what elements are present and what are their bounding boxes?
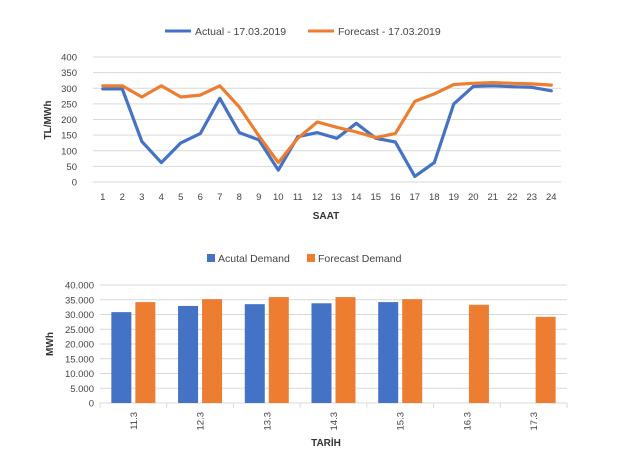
bar-forecast-17.3	[535, 316, 556, 403]
x-tick-label-16: 16	[390, 192, 401, 203]
y-tick-label-10.000: 10.000	[65, 369, 94, 380]
bar-forecast-13.3	[268, 297, 289, 403]
legend-label-actual-demand: Acutal Demand	[218, 253, 290, 265]
y-tick-label-15.000: 15.000	[65, 354, 94, 365]
x-tick-label-12.3: 12.3	[196, 412, 207, 431]
bar-chart-x-axis-title: TARİH	[311, 436, 341, 449]
y-tick-label-200: 200	[61, 115, 77, 126]
legend-swatch-forecast-demand	[307, 254, 315, 262]
y-tick-label-350: 350	[61, 68, 77, 79]
bar-actual-15.3	[378, 302, 399, 403]
x-tick-label-15.3: 15.3	[396, 412, 407, 431]
bar-chart-y-tick-labels: 0 5.000 10.000 15.000 20.000 25.000 30.000 35.0…	[65, 281, 94, 410]
bar-chart-gridlines	[99, 284, 568, 408]
bar-actual-11.3	[111, 312, 132, 403]
y-tick-label-400: 400	[61, 53, 77, 64]
line-chart-y-axis-title: TL/MWh	[43, 101, 54, 140]
bar-actual-13.3	[244, 304, 265, 403]
x-tick-label-10: 10	[273, 192, 284, 203]
y-tick-label-5.000: 5.000	[70, 384, 94, 395]
x-tick-label-8: 8	[237, 192, 242, 203]
y-tick-label-300: 300	[61, 84, 77, 95]
x-tick-label-17: 17	[409, 192, 420, 203]
y-tick-label-35.000: 35.000	[65, 295, 94, 306]
x-tick-label-22: 22	[507, 192, 518, 203]
x-tick-label-9: 9	[256, 192, 261, 203]
x-tick-label-24: 24	[546, 192, 557, 203]
y-tick-label-20.000: 20.000	[65, 340, 94, 351]
line-chart-x-tick-labels: 1 2 3 4 5 6 7 8 9 10 11 12 13 14 15 16 17 18 19 20 21 22 23 24	[100, 192, 556, 203]
legend-label-forecast-demand: Forecast Demand	[318, 253, 402, 265]
bar-actual-14.3	[311, 303, 332, 403]
bar-chart-x-tick-labels: 11.3 12.3 13.3 14.3 15.3 16.3 17.3	[129, 412, 540, 431]
x-tick-label-20: 20	[468, 192, 479, 203]
x-tick-label-1: 1	[100, 192, 105, 203]
bar-forecast-11.3	[135, 302, 156, 403]
y-tick-label-0: 0	[72, 178, 77, 189]
x-tick-label-5: 5	[178, 192, 183, 203]
bar-forecast-15.3	[402, 299, 423, 403]
x-tick-label-7: 7	[217, 192, 222, 203]
x-tick-label-21: 21	[487, 192, 498, 203]
bar-forecast-12.3	[202, 299, 223, 403]
bar-chart-bars	[111, 297, 556, 403]
x-tick-label-12: 12	[312, 192, 323, 203]
line-chart-series	[101, 80, 553, 178]
line-chart: Actual - 17.03.2019 Forecast - 17.03.201…	[43, 26, 561, 222]
bar-forecast-16.3	[468, 304, 489, 403]
x-tick-label-11.3: 11.3	[129, 412, 140, 430]
y-tick-label-25.000: 25.000	[65, 325, 94, 336]
x-tick-label-17.3: 17.3	[529, 412, 540, 431]
y-tick-label-0: 0	[89, 399, 94, 410]
y-tick-label-30.000: 30.000	[65, 310, 94, 321]
x-tick-label-6: 6	[198, 192, 203, 203]
x-tick-label-3: 3	[139, 192, 144, 203]
x-tick-label-19: 19	[448, 192, 459, 203]
bar-chart-legend: Acutal Demand Forecast Demand	[207, 253, 402, 265]
x-tick-label-16.3: 16.3	[462, 412, 473, 431]
legend-label-actual: Actual - 17.03.2019	[195, 26, 286, 38]
bar-chart-y-axis-title: MWh	[45, 332, 56, 356]
line-chart-legend: Actual - 17.03.2019 Forecast - 17.03.201…	[165, 26, 441, 38]
y-tick-label-40.000: 40.000	[65, 281, 94, 292]
y-tick-label-50: 50	[66, 162, 77, 173]
bar-forecast-14.3	[335, 297, 356, 403]
x-tick-label-14: 14	[351, 192, 362, 203]
legend-swatch-actual-demand	[207, 254, 215, 262]
x-tick-label-13: 13	[331, 192, 342, 203]
x-tick-label-23: 23	[526, 192, 537, 203]
x-tick-label-18: 18	[429, 192, 440, 203]
y-tick-label-100: 100	[61, 146, 77, 157]
x-tick-label-13.3: 13.3	[262, 412, 273, 431]
bar-chart: Acutal Demand Forecast Demand 0 5.000 10.0…	[45, 253, 568, 449]
bar-actual-12.3	[178, 305, 199, 403]
x-tick-label-4: 4	[159, 192, 164, 203]
x-tick-label-11: 11	[293, 192, 303, 203]
series-line-forecast	[101, 80, 553, 165]
y-tick-label-250: 250	[61, 99, 77, 110]
line-chart-gridlines	[93, 56, 561, 183]
x-tick-label-2: 2	[120, 192, 125, 203]
x-tick-label-14.3: 14.3	[329, 412, 340, 431]
series-line-actual	[101, 84, 553, 178]
y-tick-label-150: 150	[61, 131, 77, 142]
line-chart-x-axis-title: SAAT	[313, 211, 339, 222]
x-tick-label-15: 15	[370, 192, 381, 203]
legend-label-forecast: Forecast - 17.03.2019	[338, 26, 441, 38]
line-chart-y-tick-labels: 0 50 100 150 200 250 300 350 400	[61, 53, 77, 189]
